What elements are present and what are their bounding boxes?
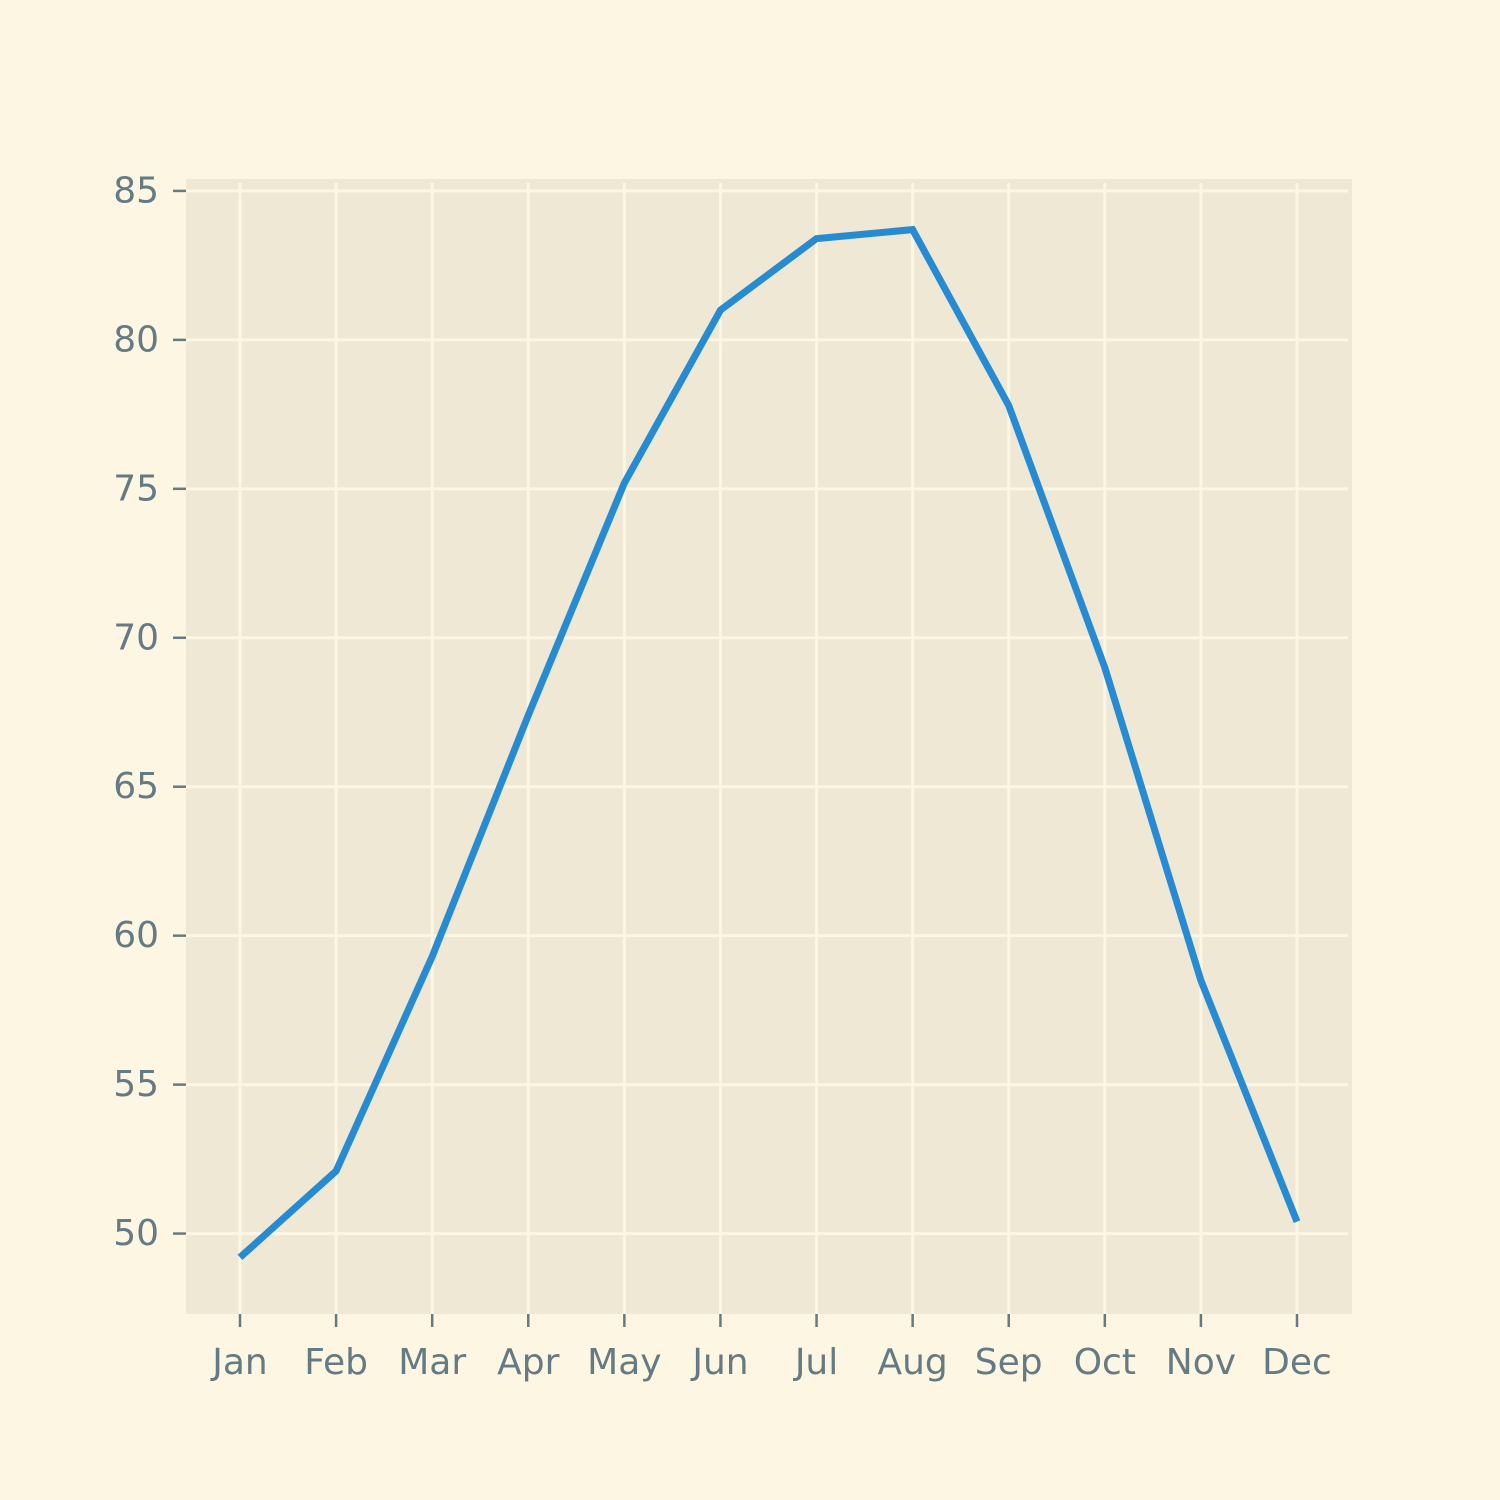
x-tick-label: Mar: [398, 1342, 466, 1383]
x-tick-label: May: [587, 1342, 661, 1383]
x-tick-label: Jan: [210, 1342, 268, 1383]
x-tick-label: Oct: [1074, 1342, 1136, 1383]
x-tick-label: Aug: [877, 1342, 947, 1383]
y-tick-label: 70: [113, 617, 159, 658]
plot-area: [186, 179, 1352, 1314]
x-tick-label: Jul: [793, 1342, 838, 1383]
y-tick-label: 50: [113, 1213, 159, 1254]
y-tick-label: 75: [113, 468, 159, 509]
y-tick-label: 65: [113, 766, 159, 807]
x-tick-label: Feb: [304, 1342, 368, 1383]
y-tick-label: 60: [113, 915, 159, 956]
x-axis: Jan Feb Mar Apr May Jun Jul Aug Sep Oct Nov Dec: [210, 1314, 1332, 1383]
y-tick-label: 80: [113, 319, 159, 360]
grid-lines: [186, 183, 1348, 1314]
series-group: [237, 225, 1301, 1261]
x-tick-label: Dec: [1262, 1342, 1332, 1383]
series-line: [237, 225, 1301, 1261]
x-tick-label: Nov: [1166, 1342, 1236, 1383]
x-tick-label: Apr: [497, 1342, 559, 1383]
x-tick-label: Jun: [690, 1342, 748, 1383]
y-axis: 50 55 60 65 70 75 80 85: [113, 170, 186, 1254]
x-tick-label: Sep: [975, 1342, 1043, 1383]
y-tick-label: 55: [113, 1064, 159, 1105]
y-tick-label: 85: [113, 170, 159, 211]
